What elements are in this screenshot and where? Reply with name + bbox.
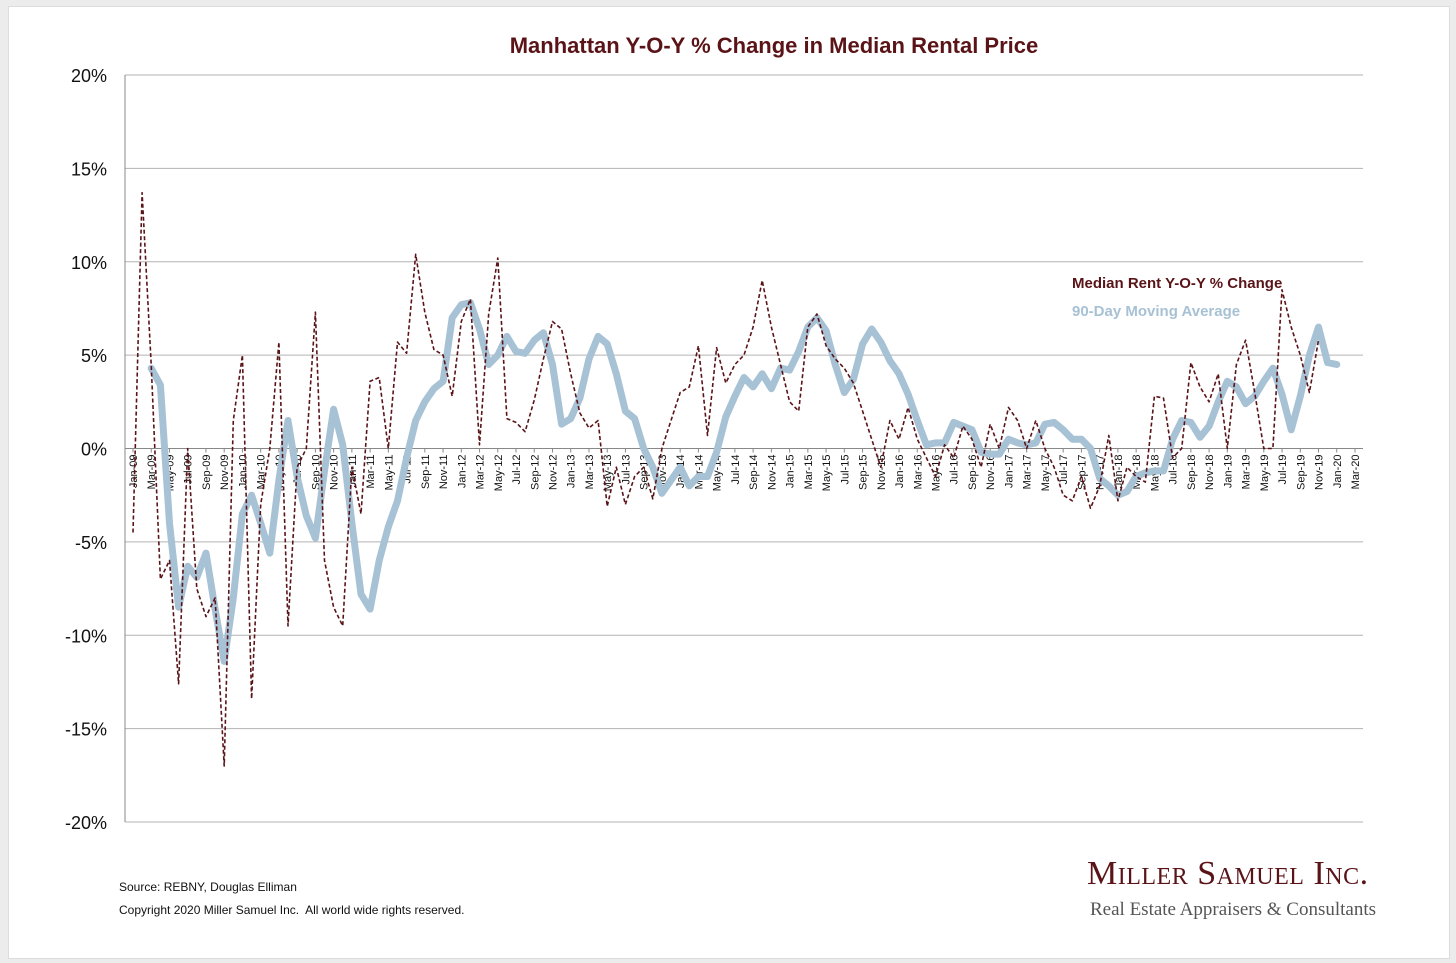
x-tick-label: Nov-19 — [1314, 455, 1326, 490]
x-axis-labels: Jan-09 Mar-09 May-09 Jul-09 Sep-09 Nov-09 Jan-… — [128, 454, 1362, 491]
x-tick-label: Mar-16 — [912, 455, 924, 490]
chart-title: Manhattan Y-O-Y % Change in Median Renta… — [510, 33, 1039, 58]
x-tick-label: Mar-13 — [584, 455, 596, 490]
y-tick-label: -5% — [75, 533, 107, 553]
y-tick-label: 15% — [71, 159, 107, 179]
y-tick-label: -15% — [65, 720, 107, 740]
x-tick-label: Jan-15 — [785, 455, 797, 489]
chart: Manhattan Y-O-Y % Change in Median Renta… — [65, 33, 1363, 833]
x-tick-label: Jan-13 — [566, 455, 578, 489]
x-tick-label: Mar-09 — [146, 455, 158, 490]
x-tick-label: Sep-15 — [858, 455, 870, 490]
x-tick-label: Jan-12 — [456, 455, 468, 489]
x-tick-label: Jul-15 — [839, 455, 851, 485]
x-tick-label: Nov-12 — [547, 455, 559, 490]
y-tick-label: 0% — [81, 440, 107, 460]
series — [132, 191, 1341, 767]
x-tick-label: May-15 — [821, 455, 833, 492]
x-tick-label: Sep-14 — [748, 455, 760, 490]
legend-rent-label: Median Rent Y-O-Y % Change — [1072, 275, 1282, 292]
x-tick-label: Jul-13 — [620, 455, 632, 485]
x-tick-label: Sep-09 — [201, 455, 213, 490]
y-tick-label: -20% — [65, 813, 107, 833]
brand-logo-tagline: Real Estate Appraisers & Consultants — [1090, 899, 1377, 920]
x-tick-label: Mar-15 — [803, 455, 815, 490]
x-tick-label: Jul-18 — [1168, 455, 1180, 485]
x-tick-label: Jul-16 — [949, 455, 961, 485]
x-tick-label: Jan-19 — [1222, 455, 1234, 489]
y-axis-labels: 20% 15% 10% 5% 0% -5% -10% -15% -20% — [65, 66, 107, 833]
x-tick-label: Mar-20 — [1350, 455, 1362, 490]
x-tick-label: Nov-18 — [1204, 455, 1216, 490]
axes — [124, 75, 1363, 822]
chart-frame: Manhattan Y-O-Y % Change in Median Renta… — [8, 6, 1450, 959]
x-tick-label: Jul-12 — [511, 454, 523, 484]
x-tick-label: May-19 — [1259, 455, 1271, 492]
x-tick-label: Jan-17 — [1003, 454, 1015, 488]
x-tick-label: Sep-10 — [310, 455, 322, 490]
x-tick-label: Nov-10 — [329, 455, 341, 490]
x-tick-label: May-11 — [383, 455, 395, 491]
copyright-note: Copyright 2020 Miller Samuel Inc. All wo… — [119, 903, 465, 917]
x-tick-label: Mar-19 — [1241, 455, 1253, 490]
x-tick-label: Jul-19 — [1277, 455, 1289, 485]
x-tick-label: Mar-11 — [365, 455, 377, 489]
x-tick-label: Jan-10 — [237, 455, 249, 489]
x-tick-label: Nov-14 — [766, 455, 778, 490]
x-tick-label: Mar-10 — [256, 455, 268, 490]
legend: Median Rent Y-O-Y % Change 90-Day Moving… — [1072, 275, 1282, 320]
y-tick-label: 5% — [81, 346, 107, 366]
x-tick-label: Sep-16 — [967, 455, 979, 490]
x-tick-label: May-12 — [493, 455, 505, 492]
y-tick-label: 10% — [71, 253, 107, 273]
x-tick-label: Jan-20 — [1332, 455, 1344, 489]
x-tick-label: Sep-11 — [420, 455, 432, 490]
y-tick-label: 20% — [71, 66, 107, 86]
x-tick-label: Nov-09 — [219, 455, 231, 490]
x-tick-label: Jan-18 — [1113, 455, 1125, 489]
x-tick-label: Nov-16 — [985, 455, 997, 490]
x-tick-label: May-16 — [931, 455, 943, 492]
moving-average-line — [147, 299, 1341, 665]
brand-logo-name: Miller Samuel Inc. — [1087, 855, 1369, 892]
x-tick-label: Sep-19 — [1295, 455, 1307, 490]
x-tick-label: Jan-16 — [894, 455, 906, 489]
x-tick-label: Mar-12 — [475, 455, 487, 490]
median-rent-line — [132, 191, 1320, 767]
x-tick-label: Mar-17 — [1022, 454, 1034, 489]
x-tick-label: May-17 — [1040, 455, 1052, 492]
x-tick-label: Sep-17 — [1076, 455, 1088, 490]
x-tick-label: Sep-18 — [1186, 455, 1198, 490]
y-tick-label: -10% — [65, 626, 107, 646]
x-tick-label: Jul-14 — [730, 455, 742, 485]
x-tick-label: Sep-12 — [529, 455, 541, 490]
source-note: Source: REBNY, Douglas Elliman — [119, 880, 297, 894]
x-tick-label: Jul-17 — [1058, 455, 1070, 485]
legend-avg-label: 90-Day Moving Average — [1072, 303, 1240, 320]
x-tick-label: Nov-11 — [438, 455, 450, 490]
